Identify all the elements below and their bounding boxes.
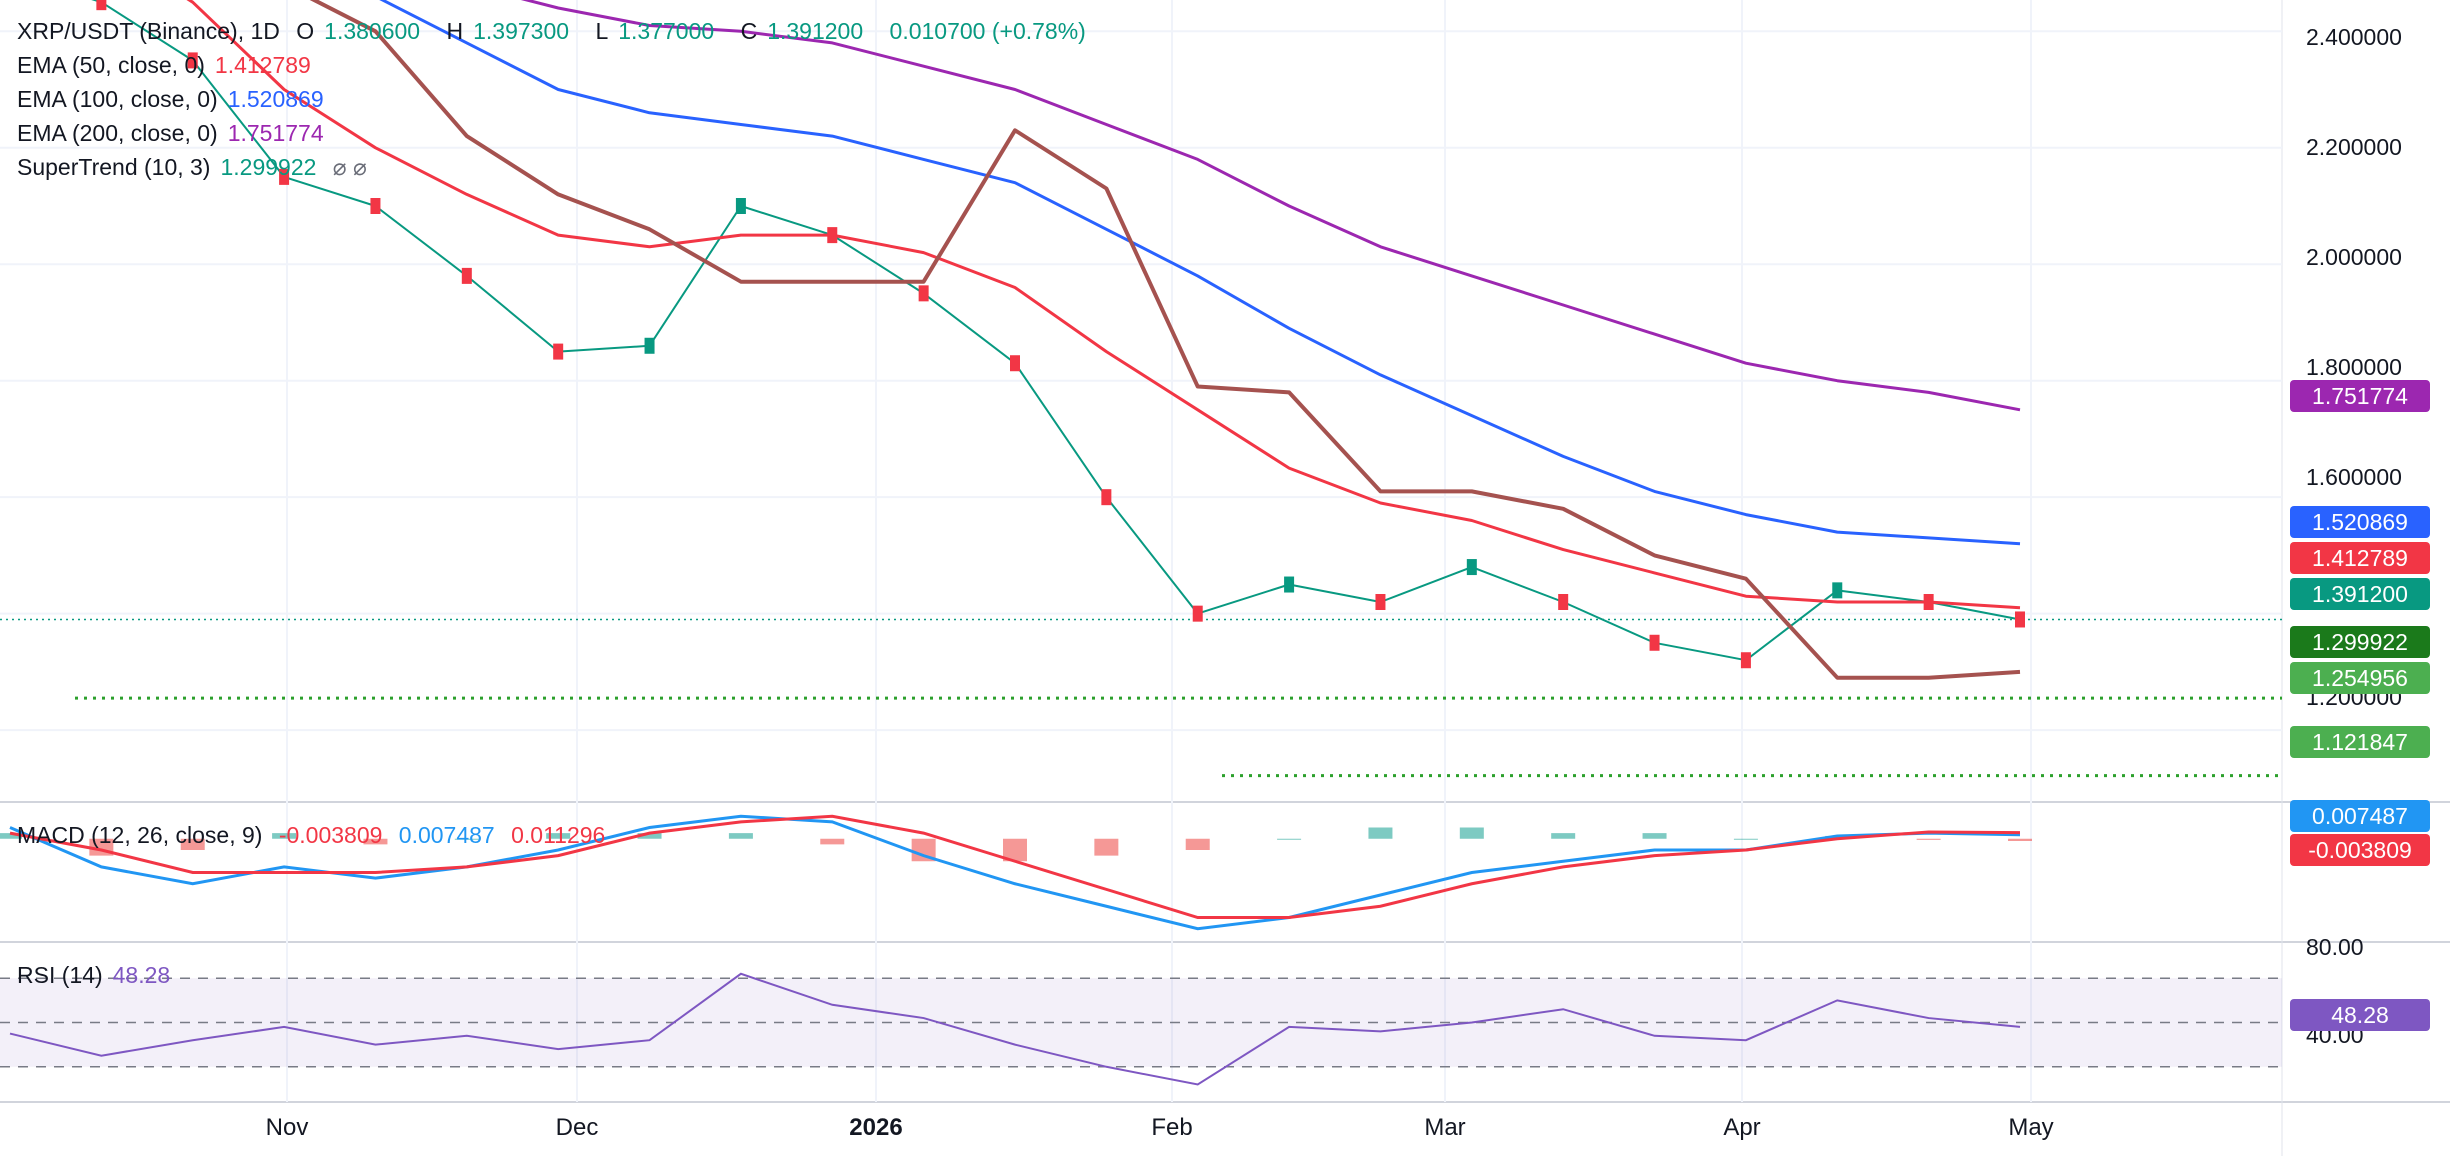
price-candle [1832,582,1843,599]
ema50-legend[interactable]: EMA (50, close, 0) 1.412789 [17,52,311,78]
macd-hist-price-tag: -0.003809 [2290,834,2430,866]
open-value: O 1.380600 [296,18,421,44]
macd-histogram-bar [1733,838,1758,840]
ema100-price-tag: 1.520869 [2290,506,2430,538]
price-candle [827,227,838,244]
price-candle [735,198,746,214]
price-candle [1375,594,1386,610]
ema200-price-tag: 1.751774 [2290,380,2430,412]
price-candle [187,52,198,69]
price-candle [1284,576,1295,593]
macd-legend[interactable]: MACD (12, 26, close, 9) -0.003809 0.0074… [17,822,606,848]
price-candle [1923,594,1934,610]
series-ema-50-close-0 [186,0,2021,610]
macd-signal-line [9,814,2021,919]
price-axis-label: 1.800000 [2306,354,2402,380]
price-candle [1192,605,1203,622]
high-value: H 1.397300 [446,18,570,44]
price-candle [2015,611,2025,628]
macd-histogram-bar [454,838,479,840]
series-ema-100-close-0 [379,0,2021,546]
supertrend-price-tag: 1.299922 [2290,626,2430,658]
rsi-line [9,972,2021,1086]
macd-histogram-bar [820,838,845,845]
change-value: 0.010700 (+0.78%) [889,18,1086,44]
macd-histogram-bar [1277,838,1302,840]
price-candle [918,285,929,302]
price-candle [644,337,655,354]
macd-histogram-bar [1003,838,1027,862]
symbol-label[interactable]: XRP/USDT (Binance), 1D [17,18,280,44]
low-value: L 1.377000 [595,18,715,44]
macd-histogram-bar [272,833,297,839]
time-axis-label: May [2008,1114,2054,1141]
ema200-legend[interactable]: EMA (200, close, 0) 1.751774 [17,120,324,146]
price-candle [1649,634,1660,651]
price-candle [279,168,290,185]
rsi-legend[interactable]: RSI (14) 48.28 [17,962,171,988]
macd-histogram-bar [1459,827,1484,839]
price-candle [1466,559,1477,576]
close-value: C 1.391200 [740,18,864,44]
macd-histogram-bar [1094,838,1119,856]
price-candle [370,198,381,214]
series-supertrend-10-3 [309,0,2021,680]
macd-histogram-bar [546,833,571,839]
last-price-tag: 1.391200 [2290,578,2430,610]
time-axis-label: 2026 [849,1114,903,1141]
supertrend-legend[interactable]: SuperTrend (10, 3) 1.299922 ⌀ ⌀ [17,154,367,180]
low-price-tag: 1.121847 [2290,726,2430,758]
time-axis-label: Mar [1424,1114,1466,1141]
time-axis-label: Nov [265,1114,309,1141]
header-legend: XRP/USDT (Binance), 1D O 1.380600 H 1.3973… [17,14,1096,48]
time-axis-label: Apr [1723,1114,1761,1141]
ema50-price-tag: 1.412789 [2290,542,2430,574]
macd-histogram-bar [363,838,388,845]
price-candle [1010,355,1020,372]
macd-histogram-bar [1368,827,1393,839]
macd-histogram-bar [1551,833,1576,839]
ema100-legend[interactable]: EMA (100, close, 0) 1.520869 [17,86,324,112]
time-axis-label: Dec [555,1114,599,1141]
price-candle [461,267,472,284]
macd-histogram-bar [1185,838,1210,850]
price-candle [1101,489,1112,506]
price-axis-label: 2.200000 [2306,134,2402,160]
series-ema-200-close-0 [520,0,2021,412]
macd-price-tag: 0.007487 [2290,800,2430,832]
rsi-price-tag: 48.28 [2290,999,2430,1031]
price-candle [1558,594,1569,610]
macd-histogram-bar [911,838,936,862]
price-candle [1740,652,1751,669]
price-candle [96,0,107,11]
price-axis-label: 2.000000 [2306,244,2402,270]
time-axis-label: Feb [1151,1114,1193,1141]
price-axis-label: 1.600000 [2306,464,2402,490]
price-axis-label: 2.400000 [2306,24,2402,50]
macd-histogram-bar [1916,838,1941,840]
macd-histogram-bar [2008,838,2032,841]
macd-line [9,814,2021,931]
support-price-tag: 1.254956 [2290,662,2430,694]
price-candle [553,343,564,360]
macd-histogram-bar [0,833,22,839]
rsi-axis-label: 80.00 [2306,934,2364,960]
macd-histogram-bar [180,838,205,850]
macd-histogram-bar [1642,833,1667,839]
macd-histogram-bar [637,833,662,839]
macd-histogram-bar [728,833,753,839]
visibility-icons[interactable]: ⌀ ⌀ [332,154,367,180]
